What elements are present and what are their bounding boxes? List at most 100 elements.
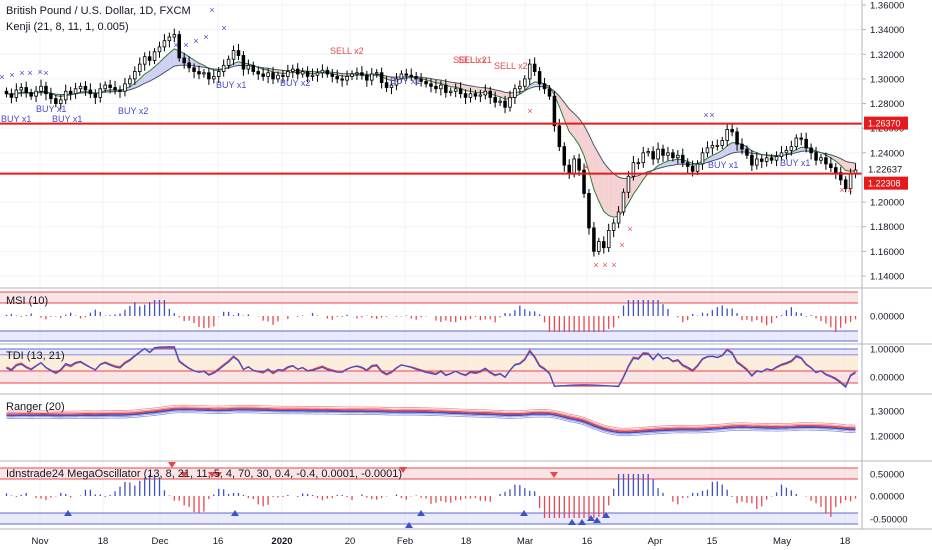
time-axis[interactable]: Nov 18 Dec 16 2020 20 Feb 18 Mar 16 Apr 15 May 18 — [32, 536, 851, 547]
signal-label: SELL x2 — [453, 55, 487, 65]
candle-body — [513, 88, 517, 98]
support-resistance-lines[interactable] — [0, 122, 862, 175]
candle-body — [365, 74, 369, 81]
signal-label: BUY x1 — [1, 114, 31, 124]
candle-body — [157, 46, 162, 53]
time-tick-label: Feb — [397, 536, 413, 547]
candle-body — [34, 90, 38, 97]
mega-buy-marker — [231, 510, 239, 516]
kenji-fill-segment — [613, 173, 619, 218]
candle-body — [330, 73, 335, 77]
kenji-fill-segment — [169, 48, 175, 70]
candle-body — [24, 87, 28, 93]
candle-body — [424, 80, 428, 85]
candle-body — [212, 76, 216, 80]
candle-body — [305, 71, 310, 77]
candle-body — [602, 241, 606, 249]
candle-body — [137, 63, 142, 72]
candle-body — [414, 76, 418, 80]
kenji-fill-segment — [134, 79, 140, 89]
candle-body — [690, 165, 695, 172]
kenji-fill-segment — [667, 160, 673, 166]
msi-panel[interactable] — [0, 291, 858, 342]
candle-body — [113, 87, 117, 91]
signal-label: SELL x1 — [458, 55, 492, 65]
candle-body — [651, 151, 655, 160]
panel-tick-label: 1.00000 — [870, 345, 904, 356]
kenji-fill-segment — [672, 159, 678, 166]
candle-body — [779, 152, 784, 157]
kenji-fill-segment — [845, 161, 851, 172]
candle-body — [4, 90, 9, 95]
signal-star: × — [593, 260, 598, 270]
time-tick-label: Apr — [648, 536, 663, 547]
candle-body — [142, 56, 147, 65]
price-axis[interactable]: 1.360001.340001.320001.300001.280001.260… — [862, 1, 908, 526]
msi-lower-band — [0, 331, 858, 341]
candle-body — [532, 63, 537, 72]
candle-body — [147, 56, 152, 61]
candle-body — [197, 71, 201, 75]
ranger-panel[interactable] — [6, 404, 856, 437]
price-tick-label: 1.30000 — [870, 74, 904, 85]
candle-body — [123, 83, 127, 92]
candle-body — [463, 93, 468, 98]
signal-label: BUY x1 — [708, 160, 738, 170]
panel-tick-label: 1.20000 — [870, 432, 904, 443]
mega-upper-band — [0, 468, 858, 479]
candle-body — [641, 152, 646, 164]
mega-buy-marker — [593, 517, 601, 523]
ranger-line — [6, 404, 856, 429]
panel-tick-label: 0.00000 — [870, 373, 904, 384]
candle-body — [310, 74, 315, 77]
panel-tick-label: 0.50000 — [870, 470, 904, 481]
msi-upper-band — [0, 292, 858, 303]
panel-tick-label: 1.30000 — [870, 407, 904, 418]
candle-body — [162, 40, 167, 48]
price-tick-label: 1.32000 — [870, 50, 904, 61]
candle-body — [557, 125, 562, 148]
signal-label: BUY x1 — [780, 158, 810, 168]
candle-body — [54, 98, 58, 104]
candle-body — [508, 96, 512, 108]
candle-body — [340, 78, 344, 81]
candle-body — [221, 64, 226, 72]
candle-body — [784, 149, 789, 154]
candle-body — [671, 152, 675, 159]
price-tick-label: 1.18000 — [870, 222, 904, 233]
candle-body — [458, 88, 463, 95]
signal-star: × — [9, 70, 14, 80]
candle-body — [666, 152, 670, 156]
time-tick-label: 2020 — [271, 536, 292, 547]
candle-body — [360, 72, 364, 76]
signal-star: × — [0, 72, 5, 82]
candle-body — [374, 72, 379, 75]
candle-body — [256, 71, 260, 75]
signal-star: × — [627, 224, 632, 234]
candle-body — [103, 84, 107, 90]
msi-label: MSI (10) — [6, 295, 48, 307]
candle-body — [814, 152, 818, 161]
candle-body — [19, 87, 24, 91]
candle-body — [389, 84, 394, 88]
candle-body — [192, 67, 196, 72]
candle-body — [379, 72, 384, 84]
candle-body — [271, 72, 275, 80]
candle-body — [276, 74, 280, 80]
candle-body — [740, 143, 744, 150]
mega-oscillator-panel[interactable] — [0, 462, 858, 528]
kenji-fill-segment — [159, 57, 165, 76]
kenji-fill-segment — [707, 155, 713, 163]
candle-body — [527, 63, 532, 80]
signal-label: BUY x1 — [390, 76, 420, 86]
candle-body — [128, 78, 132, 85]
tdi-panel[interactable] — [0, 346, 858, 389]
candle-body — [587, 193, 591, 229]
time-tick-label: 15 — [707, 536, 718, 547]
panel-separators[interactable] — [0, 0, 932, 530]
indicator-label: Kenji (21, 8, 11, 1, 0.005) — [6, 21, 129, 33]
price-tick-label: 1.24000 — [870, 148, 904, 159]
